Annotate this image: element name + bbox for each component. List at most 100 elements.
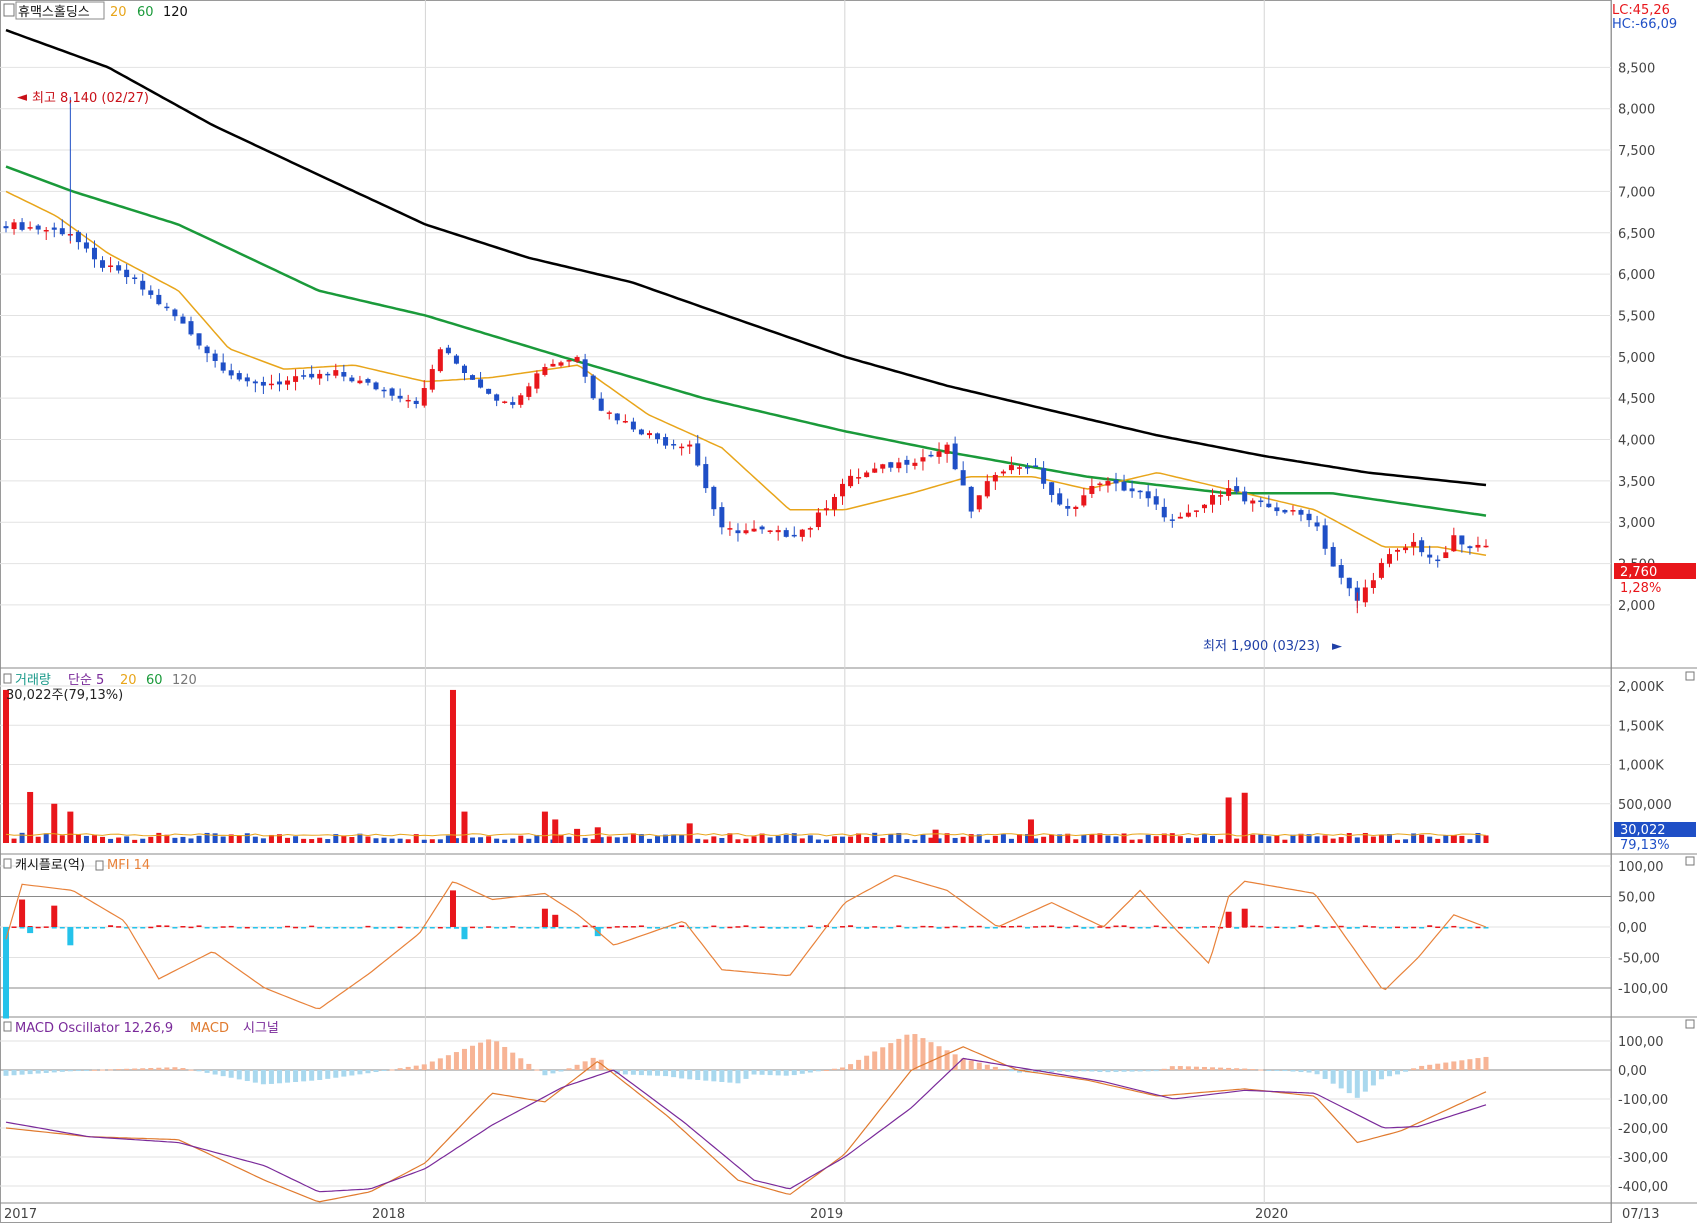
cashflow-bar	[751, 927, 757, 929]
candle-down	[663, 437, 669, 446]
volume-bar	[1089, 833, 1095, 843]
cashflow-bar	[1081, 927, 1087, 929]
cashflow-bar	[204, 927, 210, 929]
candle-up	[1386, 554, 1392, 564]
volume-bar	[429, 839, 435, 843]
cashflow-bar	[1346, 927, 1352, 929]
mfi-toggle-icon[interactable]	[95, 860, 104, 871]
macd-oscillator-bar	[453, 1052, 459, 1070]
volume-bar	[759, 833, 765, 843]
ma20-label: 20	[110, 5, 127, 20]
candle-up	[679, 446, 685, 449]
macd-oscillator-bar	[550, 1070, 556, 1074]
candle-up	[936, 451, 942, 457]
candle-down	[598, 398, 604, 411]
candle-down	[1057, 493, 1063, 505]
macd-oscillator-bar	[622, 1070, 628, 1075]
volume-bar	[1338, 837, 1344, 843]
candle-up	[268, 383, 274, 386]
volume-bar	[872, 832, 878, 843]
macd-oscillator-bar	[268, 1070, 274, 1084]
volume-bar	[413, 834, 419, 843]
volume-bar	[333, 834, 339, 843]
cashflow-bar	[1330, 926, 1336, 928]
candle-up	[896, 462, 902, 469]
candle-up	[534, 373, 540, 389]
macd-oscillator-bar	[381, 1070, 387, 1071]
volume-bar	[1121, 833, 1127, 843]
ma120-line	[5, 28, 1487, 487]
cashflow-bar	[437, 926, 443, 929]
volume-bar	[1153, 836, 1159, 843]
macd-oscillator-bar	[719, 1070, 725, 1082]
volume-bar	[317, 837, 323, 843]
volume-bar	[671, 834, 677, 843]
macd-oscillator-bar	[1137, 1070, 1143, 1072]
cashflow-bar	[148, 926, 154, 929]
cashflow-bar	[478, 927, 484, 929]
candle-down	[1274, 507, 1280, 512]
ma60-label: 60	[137, 5, 154, 20]
volume-ma-label: 단순 5	[68, 673, 104, 688]
volume-bar	[1234, 838, 1240, 843]
volume-ma-line	[5, 833, 1487, 837]
x-label-2020: 2020	[1255, 1207, 1288, 1222]
volume-bar	[1306, 834, 1312, 843]
candle-up	[848, 475, 854, 487]
candle-down	[188, 321, 194, 335]
candle-down	[180, 316, 186, 324]
volume-bar	[1201, 833, 1207, 843]
candle-up	[526, 386, 532, 397]
candle-up	[606, 412, 612, 414]
macd-oscillator-bar	[1378, 1070, 1384, 1080]
candle-up	[1210, 495, 1216, 505]
candle-down	[1258, 500, 1264, 503]
volume-bar	[124, 836, 130, 843]
macd-oscillator-bar	[663, 1070, 669, 1077]
volume-bar	[815, 839, 821, 843]
cashflow-bar	[1105, 926, 1111, 929]
macd-panel-toggle-icon[interactable]	[3, 1021, 12, 1032]
volume-bar	[646, 838, 652, 843]
volume-bar	[341, 835, 347, 843]
mfi-minimize-button[interactable]	[1685, 856, 1695, 866]
mfi-panel-toggle-icon[interactable]	[3, 858, 12, 869]
macd-oscillator-bar	[413, 1065, 419, 1070]
macd-oscillator-bar	[180, 1068, 186, 1070]
moving-averages	[5, 28, 1487, 557]
volume-bar	[1057, 834, 1063, 843]
volume-spike-bar	[1241, 792, 1248, 843]
volume-minimize-button[interactable]	[1685, 671, 1695, 681]
volume-bar	[1467, 839, 1473, 843]
cashflow-bar	[1210, 926, 1216, 928]
macd-oscillator-bar	[1073, 1070, 1079, 1072]
cashflow-bar	[91, 927, 97, 929]
macd-oscillator-bar	[904, 1034, 910, 1070]
macd-oscillator-bar	[1354, 1070, 1360, 1098]
volume-bar	[807, 835, 813, 843]
low-arrow-icon: ►	[1332, 639, 1342, 654]
stock-name-box[interactable]	[15, 1, 105, 20]
candle-up	[566, 360, 572, 362]
low-annotation: 최저 1,900 (03/23)	[1203, 639, 1320, 654]
cashflow-bar	[646, 927, 652, 929]
candle-down	[582, 359, 588, 377]
volume-panel-toggle-icon[interactable]	[3, 673, 12, 684]
candle-up	[1226, 488, 1232, 496]
macd-oscillator-bar	[840, 1067, 846, 1070]
candle-up	[831, 497, 837, 510]
macd-oscillator-bar	[301, 1070, 307, 1082]
x-label-2019: 2019	[810, 1207, 843, 1222]
cashflow-bar	[1378, 927, 1384, 929]
cashflow-bar	[1459, 927, 1465, 929]
cashflow-bar	[1193, 927, 1199, 929]
volume-bar	[566, 836, 572, 843]
volume-bar	[478, 837, 484, 843]
cashflow-bar	[1395, 926, 1401, 929]
macd-minimize-button[interactable]	[1685, 1019, 1695, 1029]
macd-oscillator-bar	[952, 1054, 958, 1070]
cashflow-bar	[11, 926, 17, 928]
candle-down	[904, 459, 910, 465]
panel-toggle-icon[interactable]	[3, 3, 15, 17]
volume-spike-bar	[3, 689, 9, 843]
